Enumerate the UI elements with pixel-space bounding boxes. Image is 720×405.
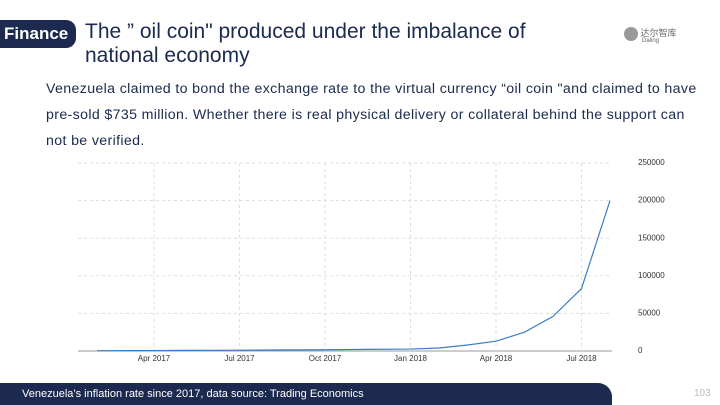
line-series — [96, 200, 611, 352]
x-tick-label: Jan 2018 — [394, 354, 427, 363]
logo-subtitle: Daling — [642, 38, 660, 44]
slide-title: The ” oil coin" produced under the imbal… — [85, 20, 526, 67]
x-tick-label: Apr 2018 — [480, 354, 513, 363]
logo-icon — [624, 26, 638, 41]
y-tick-label: 0 — [638, 346, 643, 355]
logo-name: 达尔智库 — [640, 28, 677, 38]
x-tick-label: Oct 2017 — [309, 354, 342, 363]
page-number: 103 — [694, 388, 711, 399]
y-tick-label: 150000 — [638, 233, 665, 242]
chart: 0 50000 100000 150000 200000 250000 Apr 2017 Ju… — [78, 158, 665, 363]
footer-caption: Venezuela’s inflation rate since 2017, d… — [22, 388, 364, 400]
y-tick-label: 250000 — [638, 158, 665, 167]
footer-bar: Venezuela’s inflation rate since 2017, d… — [0, 383, 612, 405]
x-tick-label: Jul 2017 — [224, 354, 255, 363]
y-tick-label: 100000 — [638, 271, 665, 280]
y-tick-label: 200000 — [638, 196, 665, 205]
section-tag: Finance — [0, 20, 77, 48]
y-tick-label: 50000 — [638, 309, 661, 318]
x-tick-label: Apr 2017 — [138, 354, 171, 363]
x-tick-label: Jul 2018 — [566, 354, 597, 363]
logo: 达尔智库 Daling — [624, 26, 677, 44]
body-text: Venezuela claimed to bond the exchange r… — [46, 81, 697, 149]
